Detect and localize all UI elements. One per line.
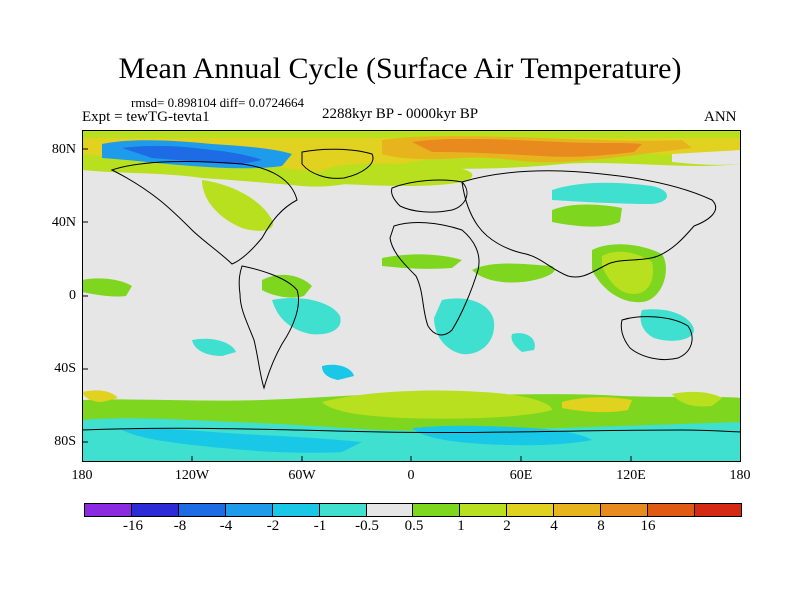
- lon-label-180w: 180: [71, 468, 93, 483]
- antarctic-anomaly-region: [82, 390, 741, 462]
- experiment-label: Expt = tewTG-tevta1: [82, 109, 210, 125]
- colorbar-swatch: [366, 504, 414, 516]
- lat-label-40s: 40S: [54, 361, 76, 376]
- colorbar-swatch: [319, 504, 367, 516]
- rmsd-diff-stats: rmsd= 0.898104 diff= 0.0724664: [131, 95, 304, 110]
- period-label: 2288kyr BP - 0000kyr BP: [322, 106, 479, 122]
- colorbar-swatch: [648, 504, 695, 516]
- continent-outlines: [82, 148, 741, 434]
- lat-label-eq: 0: [69, 288, 76, 303]
- colorbar-label: -16: [123, 518, 143, 534]
- colorbar-label: 8: [597, 518, 605, 534]
- lon-label-60w: 60W: [288, 468, 316, 483]
- colorbar-label: 2: [503, 518, 511, 534]
- colorbar-label: -1: [313, 518, 327, 534]
- lat-label-80n: 80N: [51, 142, 76, 157]
- colorbar-swatch: [601, 504, 649, 516]
- colorbar-swatch: [131, 504, 179, 516]
- colorbar-swatch: [225, 504, 273, 516]
- lon-label-120e: 120E: [616, 468, 646, 483]
- season-label: ANN: [704, 109, 737, 125]
- colorbar-label: 0.5: [404, 518, 424, 534]
- colorbar-swatch: [694, 504, 741, 516]
- lat-label-80s: 80S: [54, 434, 76, 449]
- plot-title: Mean Annual Cycle (Surface Air Temperatu…: [118, 52, 682, 85]
- temperature-anomaly-map: [82, 130, 741, 462]
- colorbar-swatch: [272, 504, 320, 516]
- colorbar-swatch: [85, 504, 132, 516]
- colorbar-label: -0.5: [355, 518, 379, 534]
- colorbar-label: 4: [550, 518, 558, 534]
- lon-label-180e: 180: [729, 468, 751, 483]
- colorbar-swatch: [460, 504, 508, 516]
- lon-label-120w: 120W: [174, 468, 210, 483]
- colorbar-label: 1: [457, 518, 465, 534]
- colorbar-label: -2: [266, 518, 280, 534]
- arctic-anomaly-region: [82, 130, 741, 231]
- lat-label-40n: 40N: [51, 215, 76, 230]
- colorbar-label: 16: [640, 518, 656, 534]
- lon-label-60e: 60E: [509, 468, 533, 483]
- colorbar-swatch: [507, 504, 555, 516]
- colorbar-swatch: [554, 504, 602, 516]
- colorbar-label: -8: [173, 518, 187, 534]
- colorbar-swatch: [178, 504, 226, 516]
- colorbar: [84, 503, 742, 517]
- axis-ticks: [82, 148, 632, 462]
- colorbar-label: -4: [219, 518, 233, 534]
- colorbar-swatch: [413, 504, 461, 516]
- lon-label-0: 0: [407, 468, 415, 483]
